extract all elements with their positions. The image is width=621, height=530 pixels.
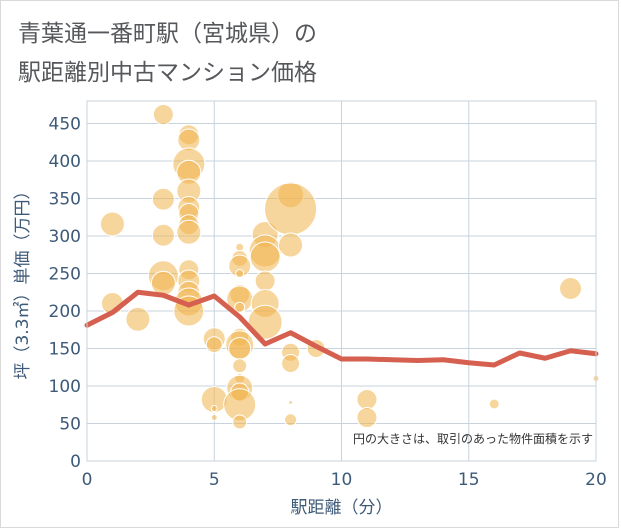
x-tick-label: 20 (585, 470, 607, 490)
data-bubble (125, 306, 151, 332)
data-bubble (264, 182, 318, 236)
data-bubble (356, 407, 378, 428)
data-bubble (278, 232, 304, 258)
data-bubble (254, 270, 276, 292)
data-bubble (228, 337, 252, 360)
data-bubble (151, 187, 175, 211)
data-bubble (559, 277, 583, 300)
x-axis-label: 駅距離（分） (291, 498, 393, 518)
y-tick-label: 250 (49, 265, 81, 285)
data-bubble (234, 301, 246, 313)
data-bubble (356, 389, 378, 410)
data-bubble (210, 405, 218, 412)
data-bubble (232, 414, 248, 430)
plot-border (86, 100, 597, 462)
data-bubble (235, 269, 245, 278)
data-bubble (288, 400, 294, 405)
data-bubble (152, 104, 174, 125)
x-tick-label: 15 (458, 470, 480, 490)
data-bubble (247, 304, 283, 340)
y-tick-label: 50 (59, 415, 81, 435)
data-bubble (488, 398, 500, 410)
chart-title-line-2: 駅距離別中古マンション価格 (18, 60, 317, 86)
chart-title-line-1: 青葉通一番町駅（宮城県）の (18, 21, 317, 47)
data-bubble (210, 414, 218, 421)
y-axis-ticks: 0 50 100 150 200 250 300 350 400 450 (49, 115, 81, 473)
y-tick-label: 100 (49, 377, 81, 397)
data-bubble (99, 211, 125, 237)
data-bubble (176, 219, 202, 245)
x-tick-label: 10 (331, 470, 353, 490)
x-tick-label: 0 (82, 470, 93, 490)
y-tick-label: 350 (49, 190, 81, 210)
data-bubble (232, 358, 248, 374)
y-tick-label: 0 (70, 452, 81, 472)
bubble-series (99, 104, 600, 430)
data-bubble (284, 413, 298, 427)
average-price-line (84, 289, 599, 368)
y-tick-label: 150 (49, 340, 81, 360)
data-bubble (249, 241, 281, 273)
y-axis-label: 坪（3.3㎡）単価（万円） (13, 182, 33, 379)
size-annotation: 円の大きさは、取引のあった物件面積を示す (353, 431, 593, 446)
data-bubble (151, 223, 175, 247)
y-tick-label: 300 (49, 227, 81, 247)
data-bubble (281, 354, 301, 373)
data-bubble (205, 336, 223, 354)
x-tick-label: 5 (209, 470, 220, 490)
y-tick-label: 450 (49, 115, 81, 135)
y-tick-label: 400 (49, 152, 81, 172)
y-tick-label: 200 (49, 302, 81, 322)
data-bubble (150, 270, 176, 296)
x-axis-ticks: 0 5 10 15 20 (82, 470, 607, 490)
